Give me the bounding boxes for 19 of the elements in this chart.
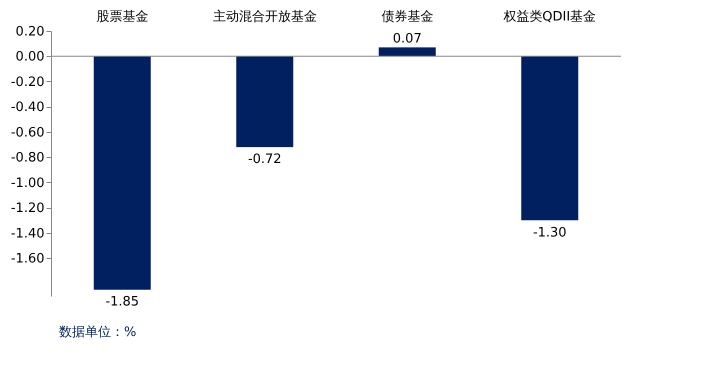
data-label: -0.72 xyxy=(248,152,282,168)
y-tick-label: -1.40 xyxy=(10,226,44,242)
y-tick-label: -1.00 xyxy=(10,176,44,191)
x-tick-label: 权益类QDII基金 xyxy=(502,10,596,24)
y-tick-label: 0.20 xyxy=(16,24,44,40)
text: 数据单位：% xyxy=(59,325,136,340)
x-tick-label: 股票基金 xyxy=(96,10,148,24)
data-label: 0.07 xyxy=(392,31,422,46)
y-tick-label: -0.80 xyxy=(10,150,44,166)
data-label: -1.30 xyxy=(532,225,567,240)
y-tick-label: -0.60 xyxy=(10,125,44,140)
y-tick-label: -1.60 xyxy=(10,252,44,267)
x-tick-label: 债券基金 xyxy=(381,10,434,24)
y-tick-label: -0.20 xyxy=(10,74,44,90)
y-tick-label: -0.40 xyxy=(10,100,44,116)
y-tick-label: -1.20 xyxy=(10,201,44,216)
x-tick-label: 主动混合开放基金 xyxy=(212,8,317,24)
y-tick-label: 0.00 xyxy=(16,50,44,65)
data-label: -1.85 xyxy=(105,294,140,310)
